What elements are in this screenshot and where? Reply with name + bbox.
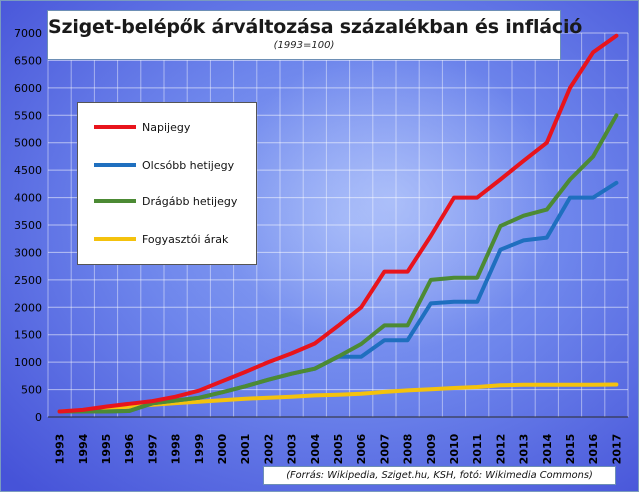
y-tick-label: 5000 <box>14 137 42 150</box>
y-tick-label: 4000 <box>14 192 42 205</box>
x-tick-label: 2009 <box>425 434 438 465</box>
x-tick-label: 2010 <box>448 433 461 464</box>
x-tick-label: 1999 <box>193 434 206 465</box>
y-axis-tick-labels: 0 500 1000 1500 2000 2500 3000 3500 4000 4500 5000… <box>14 27 42 424</box>
y-tick-label: 7000 <box>14 27 42 40</box>
y-tick-label: 500 <box>21 384 42 397</box>
x-tick-label: 2006 <box>355 433 368 464</box>
x-tick-label: 1993 <box>54 434 67 465</box>
x-tick-label: 2013 <box>518 434 531 465</box>
x-tick-label: 2007 <box>378 434 391 465</box>
legend-item-napijegy: Napijegy <box>94 119 190 135</box>
series-lines <box>57 33 619 414</box>
legend-swatch-napijegy <box>94 125 136 129</box>
legend-swatch-dragabb-hetijegy <box>94 199 136 203</box>
title-box: Sziget-belépők árváltozása százalékban é… <box>47 10 583 60</box>
background-glow <box>221 51 561 351</box>
x-tick-label: 1997 <box>146 434 159 465</box>
y-tick-label: 1000 <box>14 356 42 369</box>
x-tick-label: 2011 <box>471 434 484 465</box>
series-line-2 <box>57 113 619 414</box>
y-tick-label: 4500 <box>14 164 42 177</box>
legend-item-olcsobb-hetijegy: Olcsóbb hetijegy <box>94 157 234 173</box>
x-tick-label: 1995 <box>100 434 113 465</box>
legend-item-fogyasztoi-arak: Fogyasztói árak <box>94 231 228 247</box>
y-tick-label: 5500 <box>14 109 42 122</box>
x-tick-label: 2003 <box>286 434 299 465</box>
series-line-0 <box>57 33 619 414</box>
x-tick-label: 2001 <box>239 434 252 465</box>
x-tick-label: 2014 <box>541 433 554 464</box>
y-tick-label: 2500 <box>14 274 42 287</box>
x-tick-label: 2015 <box>564 434 577 465</box>
x-tick-label: 2002 <box>262 434 275 465</box>
legend-item-dragabb-hetijegy: Drágább hetijegy <box>94 193 237 209</box>
y-tick-label: 1500 <box>14 329 42 342</box>
legend-swatch-olcsobb-hetijegy <box>94 163 136 167</box>
x-axis-tick-labels: 1993 1994 1995 1996 1997 1998 1999 2000 2001 2002… <box>54 433 624 464</box>
chart-subtitle: (1993=100) <box>273 40 335 51</box>
y-tick-label: 2000 <box>14 301 42 314</box>
legend-label-napijegy: Napijegy <box>142 120 191 134</box>
y-tick-label: 6500 <box>14 54 42 67</box>
x-tick-label: 2000 <box>216 433 229 464</box>
x-tick-label: 2005 <box>332 434 345 465</box>
x-tick-label: 1996 <box>123 433 136 464</box>
legend: Napijegy Olcsóbb hetijegy Drágább hetije… <box>77 102 257 265</box>
legend-swatch-fogyasztoi-arak <box>94 237 136 241</box>
x-tick-label: 1998 <box>170 434 183 465</box>
legend-label-olcsobb-hetijegy: Olcsóbb hetijegy <box>142 158 235 172</box>
x-tick-label: 2016 <box>587 433 600 464</box>
chart-title: Sziget-belépők árváltozása százalékban é… <box>48 16 583 38</box>
legend-label-fogyasztoi-arak: Fogyasztói árak <box>142 232 229 246</box>
y-tick-label: 6000 <box>14 82 42 95</box>
x-tick-label: 2017 <box>610 434 623 465</box>
y-tick-label: 3000 <box>14 246 42 259</box>
legend-label-dragabb-hetijegy: Drágább hetijegy <box>142 194 238 208</box>
x-tick-label: 1994 <box>77 433 90 464</box>
source-note: (Forrás: Wikipedia, Sziget.hu, KSH, fotó… <box>263 466 616 485</box>
x-tick-label: 2012 <box>494 434 507 465</box>
x-tick-label: 2004 <box>309 433 322 464</box>
x-tick-label: 2008 <box>402 434 415 465</box>
y-tick-label: 3500 <box>14 219 42 232</box>
y-tick-label: 0 <box>35 411 42 424</box>
